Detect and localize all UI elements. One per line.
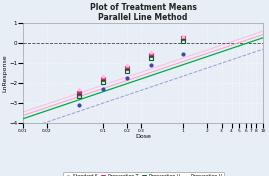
Y-axis label: LnResponse: LnResponse — [3, 54, 8, 92]
X-axis label: Dose: Dose — [135, 134, 151, 139]
Legend: Standard S, Preparation T, Preparation U, Preparation V: Standard S, Preparation T, Preparation U… — [63, 172, 224, 176]
Title: Plot of Treatment Means
Parallel Line Method: Plot of Treatment Means Parallel Line Me… — [90, 3, 197, 22]
